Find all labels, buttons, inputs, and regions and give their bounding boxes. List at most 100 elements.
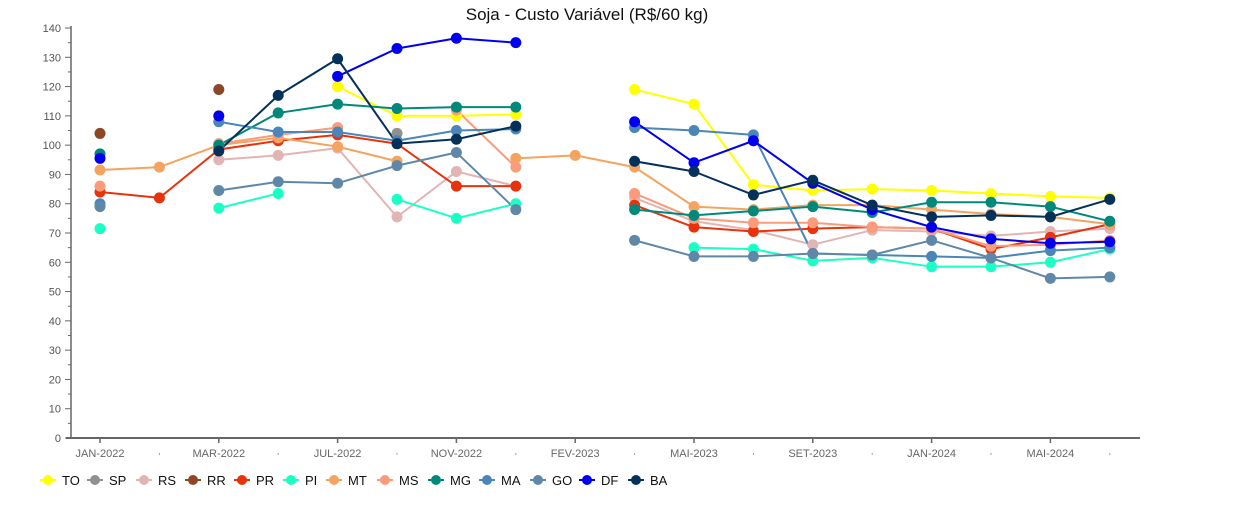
data-point[interactable]: BA ·: 81.5 — [1104, 193, 1116, 205]
data-point[interactable]: TO ·: 119 — [629, 84, 641, 95]
data-point[interactable]: GO SET-2023: 63 — [807, 248, 819, 259]
data-point[interactable]: BA MAI-2024: 75.5 — [1044, 211, 1056, 223]
data-point[interactable]: BA NOV-2022: 102 — [450, 133, 462, 145]
data-point[interactable]: DF JAN-2022: 95.5 — [94, 152, 106, 164]
data-point[interactable]: RS MAR-2022: 95 — [213, 154, 225, 166]
data-point[interactable]: RR MAR-2022: 119 — [213, 84, 225, 95]
data-point[interactable]: PR ·: 70.5 — [747, 226, 759, 238]
data-point[interactable]: MG ·: 77.5 — [747, 205, 759, 217]
data-point[interactable]: BA MAI-2023: 91 — [688, 166, 700, 177]
data-point[interactable]: MG ·: 74 — [1104, 215, 1116, 227]
data-point[interactable]: GO JAN-2022: 79 — [94, 201, 106, 213]
data-point[interactable]: MS ·: 83.5 — [629, 187, 641, 199]
legend-item-rs[interactable]: RS — [136, 473, 176, 488]
data-point[interactable]: MG ·: 111 — [272, 107, 284, 119]
data-point[interactable]: MT ·: 95.5 — [510, 152, 522, 164]
data-point[interactable]: GO ·: 67.5 — [629, 234, 641, 246]
data-point[interactable]: TO MAI-2024: 82.5 — [1044, 190, 1056, 202]
data-point[interactable]: TO MAI-2023: 114 — [688, 98, 700, 110]
data-point[interactable]: MS ·: 72 — [866, 221, 878, 233]
legend-item-ms[interactable]: MS — [377, 473, 419, 488]
data-point[interactable]: BA MAR-2022: 98 — [213, 145, 225, 157]
data-point[interactable]: MS JAN-2022: 86 — [94, 180, 106, 192]
data-point[interactable]: DF ·: 133 — [391, 43, 403, 54]
data-point[interactable]: DF ·: 101.5 — [747, 135, 759, 147]
legend-item-rr[interactable]: RR — [185, 473, 226, 488]
data-point[interactable]: BA ·: 83 — [747, 189, 759, 201]
data-point[interactable]: RS NOV-2022: 91 — [450, 166, 462, 177]
data-point[interactable]: MS ·: 73.5 — [747, 217, 759, 229]
data-point[interactable]: MG NOV-2022: 113 — [450, 101, 462, 113]
data-point[interactable]: MT JAN-2022: 91.5 — [94, 164, 106, 176]
data-point[interactable]: BA JAN-2024: 75.5 — [926, 211, 938, 223]
data-point[interactable]: PI JAN-2024: 58.5 — [926, 261, 938, 273]
data-point[interactable]: MA JAN-2024: 62 — [926, 250, 938, 262]
data-point[interactable]: DF NOV-2022: 136.5 — [450, 32, 462, 44]
data-point[interactable]: RR JAN-2022: 104 — [94, 127, 106, 139]
data-point[interactable]: GO JAN-2024: 67.5 — [926, 234, 938, 246]
data-point[interactable]: MG ·: 78 — [629, 204, 641, 216]
legend-item-sp[interactable]: SP — [87, 473, 126, 488]
legend-item-df[interactable]: DF — [579, 473, 618, 488]
data-point[interactable]: PI ·: 58.5 — [985, 261, 997, 273]
data-point[interactable]: GO NOV-2022: 97.5 — [450, 146, 462, 158]
data-point[interactable]: PI ·: 81.5 — [391, 193, 403, 205]
legend-item-pi[interactable]: PI — [283, 473, 317, 488]
data-point[interactable]: DF MAI-2023: 94 — [688, 157, 700, 169]
data-point[interactable]: PR NOV-2022: 86 — [450, 180, 462, 192]
data-point[interactable]: PI MAI-2024: 60 — [1044, 256, 1056, 268]
data-point[interactable]: GO ·: 93 — [391, 160, 403, 172]
legend-item-to[interactable]: TO — [40, 473, 80, 488]
data-point[interactable]: GO ·: 55 — [1104, 271, 1116, 283]
data-point[interactable]: GO ·: 62 — [747, 250, 759, 262]
data-point[interactable]: MG JAN-2024: 80.5 — [926, 196, 938, 208]
legend-item-ba[interactable]: BA — [628, 473, 668, 488]
data-point[interactable]: MA ·: 104.5 — [272, 126, 284, 138]
data-point[interactable]: BA ·: 94.5 — [629, 155, 641, 167]
data-point[interactable]: MG ·: 113 — [510, 101, 522, 113]
data-point[interactable]: RS SET-2023: 66 — [807, 239, 819, 251]
data-point[interactable]: PR MAI-2023: 72 — [688, 221, 700, 233]
data-point[interactable]: DF ·: 68 — [985, 233, 997, 245]
data-point[interactable]: GO ·: 61.5 — [985, 252, 997, 264]
data-point[interactable]: GO MAI-2023: 62 — [688, 250, 700, 262]
data-point[interactable]: MS SET-2023: 73.5 — [807, 217, 819, 229]
data-point[interactable]: MG MAI-2023: 76 — [688, 209, 700, 221]
data-point[interactable]: PR ·: 86 — [510, 180, 522, 192]
data-point[interactable]: DF ·: 108 — [629, 116, 641, 128]
data-point[interactable]: DF JUL-2022: 123.5 — [332, 70, 344, 82]
data-point[interactable]: MG SET-2023: 79 — [807, 201, 819, 213]
data-point[interactable]: TO JAN-2024: 84.5 — [926, 185, 938, 197]
data-point[interactable]: MT MAI-2023: 79 — [688, 201, 700, 213]
data-point[interactable]: BA ·: 117 — [272, 89, 284, 101]
data-point[interactable]: MA NOV-2022: 105 — [450, 125, 462, 136]
data-point[interactable]: MS ·: 92.5 — [510, 161, 522, 173]
data-point[interactable]: PI JAN-2022: 71.5 — [94, 223, 106, 235]
data-point[interactable]: GO ·: 78 — [510, 204, 522, 216]
data-point[interactable]: MG JUL-2022: 114 — [332, 98, 344, 110]
data-point[interactable]: DF ·: 67 — [1104, 236, 1116, 248]
data-point[interactable]: MT ·: 92.5 — [153, 161, 165, 173]
data-point[interactable]: MG ·: 80.5 — [985, 196, 997, 208]
data-point[interactable]: BA ·: 100.5 — [391, 138, 403, 150]
legend-item-mg[interactable]: MG — [428, 473, 471, 488]
data-point[interactable]: BA ·: 79.5 — [866, 199, 878, 211]
data-point[interactable]: BA ·: 106.5 — [510, 120, 522, 132]
data-point[interactable]: GO MAR-2022: 84.5 — [213, 185, 225, 197]
data-point[interactable]: PI ·: 83.5 — [272, 187, 284, 199]
data-point[interactable]: PI MAR-2022: 78.5 — [213, 202, 225, 214]
data-point[interactable]: MT FEV-2023: 96.5 — [569, 149, 581, 161]
data-point[interactable]: DF JAN-2024: 72 — [926, 221, 938, 233]
data-point[interactable]: MG MAI-2024: 79 — [1044, 201, 1056, 213]
data-point[interactable]: TO ·: 85 — [866, 183, 878, 195]
data-point[interactable]: PI NOV-2022: 75 — [450, 212, 462, 224]
data-point[interactable]: MA JUL-2022: 104.5 — [332, 126, 344, 138]
data-point[interactable]: TO ·: 86.5 — [747, 179, 759, 191]
data-point[interactable]: GO ·: 62.5 — [866, 249, 878, 261]
data-point[interactable]: GO JUL-2022: 87 — [332, 177, 344, 189]
data-point[interactable]: GO ·: 87.5 — [272, 176, 284, 188]
data-point[interactable]: DF ·: 135 — [510, 37, 522, 49]
data-point[interactable]: MG ·: 112.5 — [391, 103, 403, 115]
data-point[interactable]: DF MAR-2022: 110 — [213, 110, 225, 122]
legend-item-go[interactable]: GO — [530, 473, 572, 488]
